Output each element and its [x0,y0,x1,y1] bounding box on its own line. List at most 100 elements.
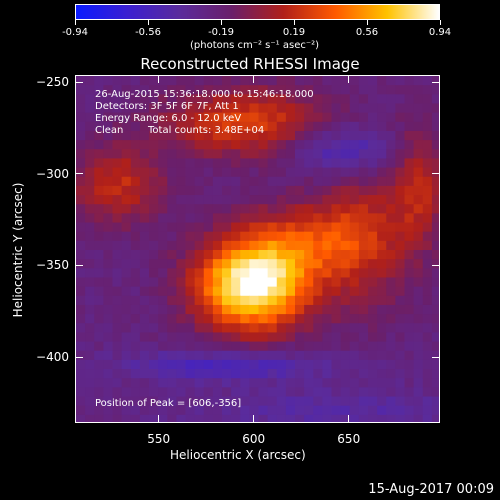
heatmap-cell [167,149,177,160]
heatmap-cell [395,369,406,379]
heatmap-cell [176,378,187,388]
heatmap-cell [176,332,187,343]
heatmap-cell [368,332,378,343]
heatmap-cell [340,304,351,315]
heatmap-cell [112,314,123,324]
heatmap-cell [276,158,287,169]
heatmap-cell [304,405,314,416]
heatmap-cell [413,94,424,105]
heatmap-cell [295,130,305,141]
heatmap-cell [249,121,260,132]
heatmap-cell [304,176,314,187]
heatmap-cell [231,85,241,95]
heatmap-cell [349,140,360,150]
heatmap-cell [231,369,241,379]
heatmap-cell [76,369,86,379]
heatmap-cell [121,222,132,233]
x-axis-tick-label: 550 [147,432,171,446]
heatmap-cell [358,295,369,306]
heatmap-cell [276,204,287,214]
heatmap-cell [340,378,351,388]
heatmap-cell [322,304,333,315]
heatmap-cell [422,167,433,178]
heatmap-cell [167,130,177,141]
heatmap-cell [85,259,95,269]
heatmap-cell [377,112,387,123]
heatmap-cell [431,240,439,251]
heatmap-cell [368,140,378,150]
heatmap-cell [276,121,287,132]
heatmap-cell [94,195,104,205]
heatmap-cell [222,250,232,260]
heatmap-cell [267,85,278,95]
heatmap-cell [395,414,406,422]
heatmap-cell [386,341,396,352]
heatmap-cell [295,286,305,297]
heatmap-cell [185,231,196,242]
heatmap-cell [285,378,296,388]
heatmap-cell [395,85,406,95]
heatmap-cell [258,167,269,178]
heatmap-cell [139,130,150,141]
heatmap-cell [349,231,360,242]
heatmap-cell [139,304,150,315]
heatmap-cell [304,286,314,297]
heatmap-cell [222,130,232,141]
heatmap-cell [149,304,159,315]
heatmap-cell [358,76,369,86]
heatmap-cell [322,103,333,114]
heatmap-cell [267,158,278,169]
heatmap-cell [103,304,114,315]
heatmap-cell [85,112,95,123]
heatmap-cell [395,222,406,233]
heatmap-cell [167,304,177,315]
heatmap-cell [194,103,205,114]
heatmap-cell [249,213,260,224]
heatmap-cell [203,341,214,352]
heatmap-cell [258,304,269,315]
heatmap-cell [313,103,323,114]
heatmap-cell [176,295,187,306]
heatmap-cell [103,250,114,260]
heatmap-cell [395,387,406,398]
heatmap-cell [249,332,260,343]
heatmap-cell [368,240,378,251]
heatmap-cell [349,130,360,141]
heatmap-cell [404,341,415,352]
heatmap-cell [304,158,314,169]
heatmap-cell [222,231,232,242]
heatmap-cell [231,130,241,141]
heatmap-cell [267,195,278,205]
heatmap-cell [368,103,378,114]
heatmap-cell [85,121,95,132]
heatmap-cell [112,167,123,178]
heatmap-cell [404,231,415,242]
heatmap-cell [368,204,378,214]
heatmap-cell [149,396,159,407]
heatmap-cell [76,405,86,416]
heatmap-cell [267,250,278,260]
heatmap-cell [395,167,406,178]
heatmap-cell [349,85,360,95]
heatmap-cell [358,359,369,370]
heatmap-cell [340,268,351,279]
heatmap-cell [295,222,305,233]
heatmap-cell [322,231,333,242]
heatmap-cell [139,250,150,260]
colorbar-tick-label: -0.56 [135,27,161,38]
heatmap-cell [212,323,223,334]
heatmap-cell [404,222,415,233]
heatmap-cell [285,414,296,422]
heatmap-cell [130,149,141,160]
heatmap-cell [149,121,159,132]
heatmap-cell [94,240,104,251]
heatmap-cell [358,185,369,196]
heatmap-cell [258,195,269,205]
heatmap-cell [149,259,159,269]
heatmap-cell [422,185,433,196]
heatmap-cell [358,405,369,416]
heatmap-cell [149,250,159,260]
y-axis-tick-label: −300 [36,166,69,181]
heatmap-cell [422,378,433,388]
heatmap-cell [304,304,314,315]
